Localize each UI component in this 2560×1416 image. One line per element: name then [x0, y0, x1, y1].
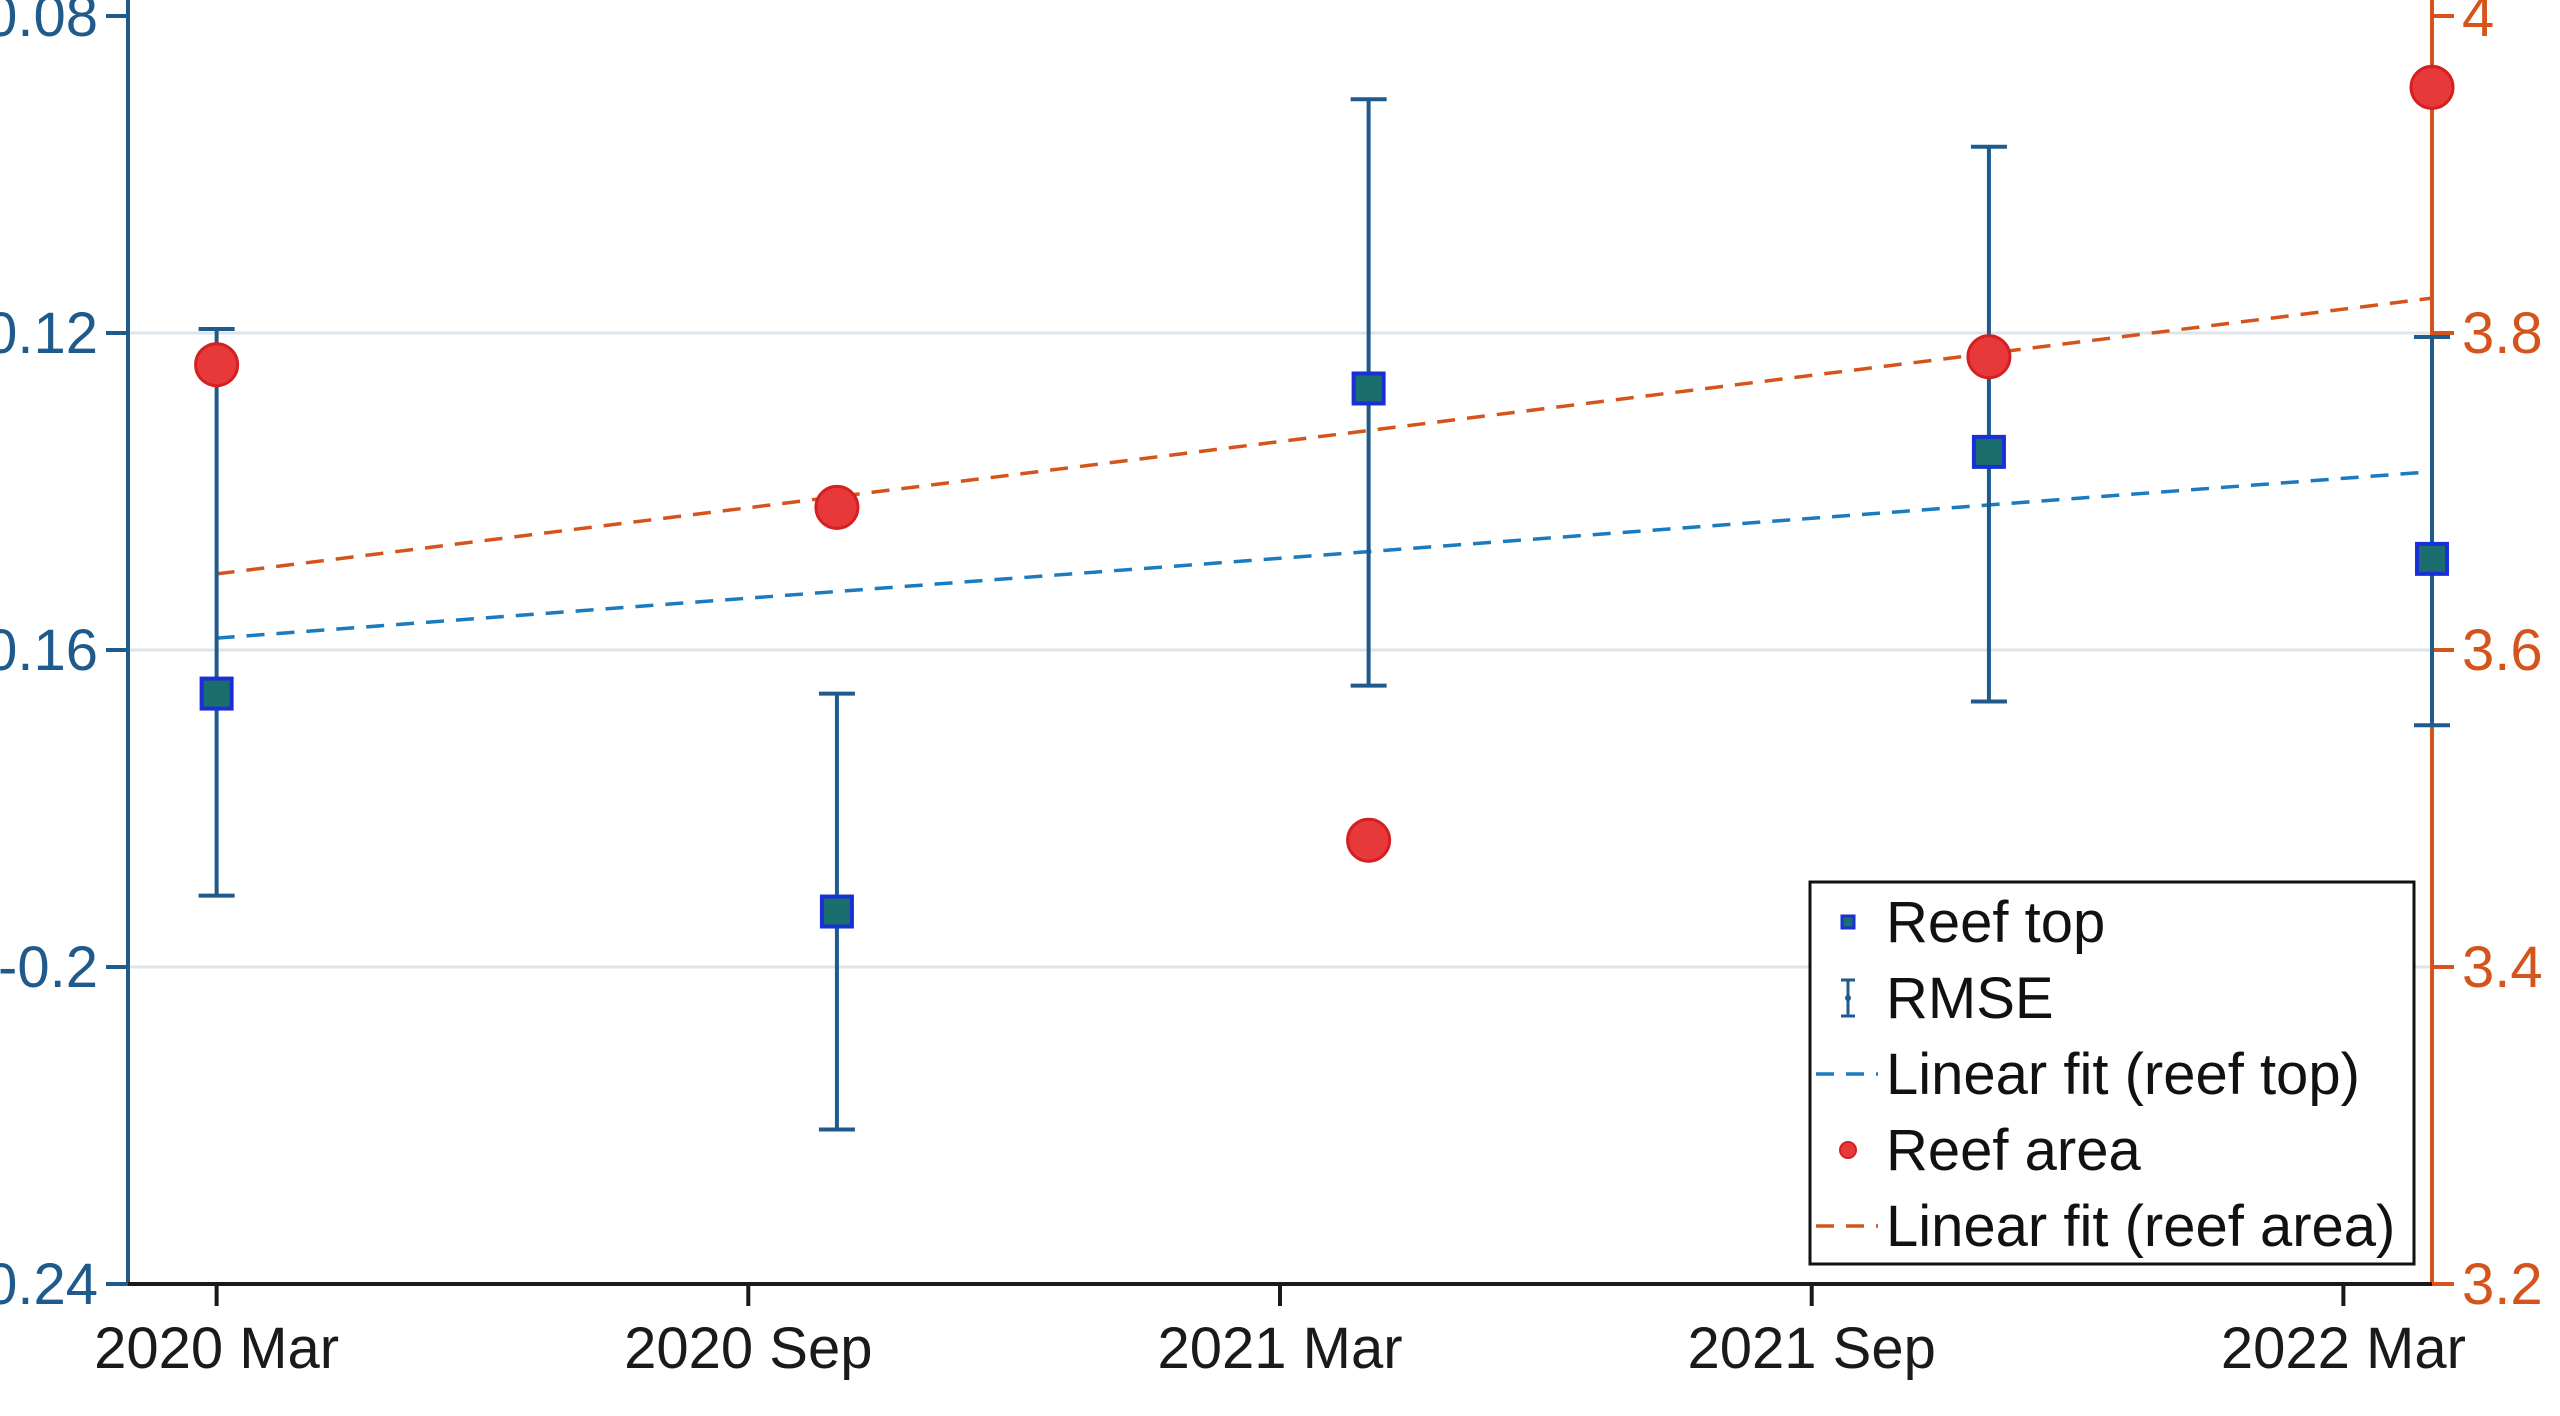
legend-marker-errorbar-dot [1845, 995, 1851, 1001]
reef-top-point [1351, 371, 1386, 406]
right-tick-label: 3.8 [2462, 301, 2543, 366]
tick-labels: -0.24 -0.2 -0.16 -0.12 -0.08 3.2 3.4 3.6 3.8 4 202… [0, 0, 2543, 1381]
legend-entry: Reef top [1840, 890, 2105, 955]
legend-label: Reef top [1886, 890, 2105, 955]
right-tick-label: 3.4 [2462, 935, 2543, 1000]
right-tick-label: 3.6 [2462, 618, 2543, 683]
x-tick-label: 2021 Mar [1157, 1316, 1402, 1381]
x-tick-label: 2020 Sep [624, 1316, 872, 1381]
fit-lines [216, 296, 2433, 640]
legend-marker-square [1840, 914, 1856, 930]
left-tick-label: -0.12 [0, 301, 98, 366]
reef-area-point [814, 484, 860, 530]
legend-entry: Linear fit (reef top) [1816, 1042, 2360, 1107]
legend: Reef top RMSE Linear fit (reef top) Reef ar… [1808, 880, 2416, 1266]
reef-top-point [1971, 434, 2006, 469]
fit-line-reef-area [216, 296, 2433, 576]
left-tick-label: -0.08 [0, 0, 98, 49]
reef-top-point [199, 676, 234, 711]
fit-line-reef-top [216, 469, 2433, 640]
legend-entry: Reef area [1839, 1118, 2141, 1183]
legend-label: Reef area [1886, 1118, 2141, 1183]
legend-label: Linear fit (reef area) [1886, 1194, 2395, 1259]
gridlines [128, 331, 2432, 969]
legend-label: Linear fit (reef top) [1886, 1042, 2360, 1107]
legend-entry: RMSE [1841, 966, 2054, 1031]
right-tick-label: 4 [2462, 0, 2494, 49]
x-tick-label: 2020 Mar [94, 1316, 339, 1381]
reef-area-point [2409, 64, 2455, 110]
reef-top-point [819, 894, 854, 929]
left-tick-label: -0.2 [0, 935, 98, 1000]
reef-area-point [194, 342, 240, 388]
data-points [194, 64, 2455, 929]
x-tick-label: 2022 Mar [2221, 1316, 2466, 1381]
legend-marker-circle [1839, 1141, 1857, 1159]
legend-entry: Linear fit (reef area) [1816, 1194, 2395, 1259]
left-tick-label: -0.24 [0, 1252, 98, 1317]
right-tick-label: 3.2 [2462, 1252, 2543, 1317]
reef-area-point [1346, 817, 1392, 863]
reef-area-point [1966, 334, 2012, 380]
legend-box [1808, 880, 2416, 1266]
legend-label: RMSE [1886, 966, 2054, 1031]
x-tick-label: 2021 Sep [1688, 1316, 1936, 1381]
reef-top-point [2415, 541, 2449, 576]
left-tick-label: -0.16 [0, 618, 98, 683]
